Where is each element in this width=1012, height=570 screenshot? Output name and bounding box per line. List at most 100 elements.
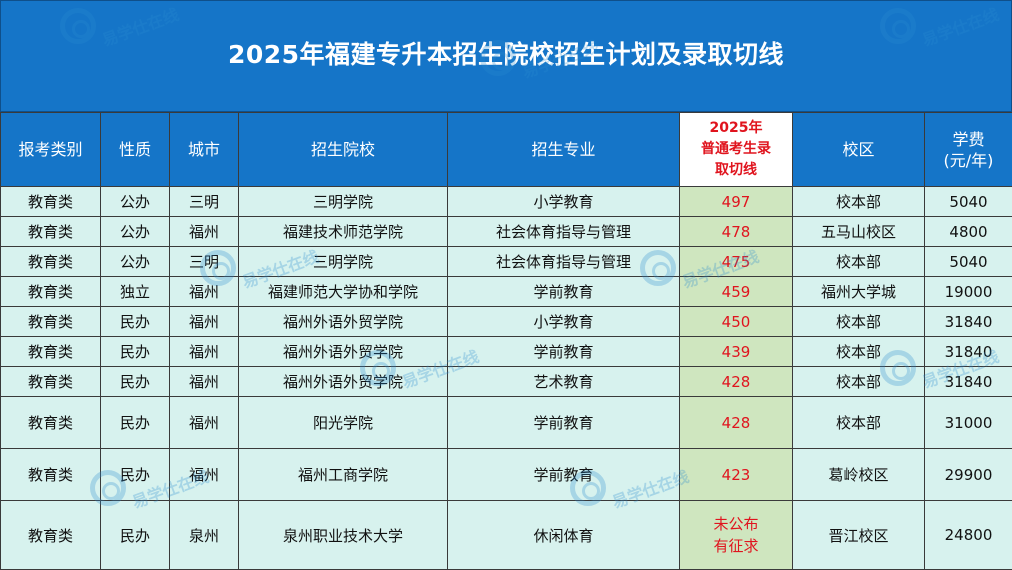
cell-city: 福州 xyxy=(169,336,239,367)
cell-cutoff: 未公布 有征求 xyxy=(679,500,793,570)
cell-major: 小学教育 xyxy=(447,186,680,217)
cell-city: 福州 xyxy=(169,216,239,247)
header-fee: 学费 (元/年) xyxy=(924,112,1012,187)
cell-major: 学前教育 xyxy=(447,336,680,367)
cell-major: 社会体育指导与管理 xyxy=(447,246,680,277)
header-cutoff-line1: 2025年 xyxy=(709,120,763,136)
cell-school: 福州外语外贸学院 xyxy=(238,306,448,337)
cell-fee: 31840 xyxy=(924,366,1012,397)
cell-city: 三明 xyxy=(169,186,239,217)
cell-category: 教育类 xyxy=(0,366,101,397)
cell-fee: 31000 xyxy=(924,396,1012,449)
header-fee-line2: (元/年) xyxy=(943,150,994,170)
cell-cutoff: 428 xyxy=(679,396,793,449)
cell-category: 教育类 xyxy=(0,306,101,337)
cell-nature: 公办 xyxy=(100,246,170,277)
cell-school: 福建师范大学协和学院 xyxy=(238,276,448,307)
cell-cutoff: 497 xyxy=(679,186,793,217)
cell-city: 福州 xyxy=(169,396,239,449)
cell-school: 三明学院 xyxy=(238,246,448,277)
cell-fee: 4800 xyxy=(924,216,1012,247)
cell-school: 三明学院 xyxy=(238,186,448,217)
cell-campus: 校本部 xyxy=(792,366,925,397)
cell-nature: 民办 xyxy=(100,336,170,367)
table-row: 教育类 民办 福州 福州工商学院 学前教育 423 葛岭校区 29900 xyxy=(0,448,1012,501)
cell-city: 福州 xyxy=(169,448,239,501)
cell-city: 福州 xyxy=(169,366,239,397)
table-row: 教育类 民办 泉州 泉州职业技术大学 休闲体育 未公布 有征求 晋江校区 248… xyxy=(0,500,1012,570)
cell-major: 社会体育指导与管理 xyxy=(447,216,680,247)
cell-major: 小学教育 xyxy=(447,306,680,337)
cell-cutoff: 450 xyxy=(679,306,793,337)
cell-nature: 民办 xyxy=(100,306,170,337)
cell-cutoff: 459 xyxy=(679,276,793,307)
cell-fee: 19000 xyxy=(924,276,1012,307)
cell-category: 教育类 xyxy=(0,276,101,307)
table-row: 教育类 民办 福州 福州外语外贸学院 学前教育 439 校本部 31840 xyxy=(0,336,1012,367)
cell-school: 福州工商学院 xyxy=(238,448,448,501)
cell-major: 学前教育 xyxy=(447,448,680,501)
cell-fee: 31840 xyxy=(924,336,1012,367)
cell-cutoff: 439 xyxy=(679,336,793,367)
header-cutoff-line2: 普通考生录 xyxy=(701,141,771,157)
cell-city: 泉州 xyxy=(169,500,239,570)
admission-table: 报考类别 性质 城市 招生院校 招生专业 2025年 普通考生录 取切线 校区 … xyxy=(0,112,1012,570)
cell-cutoff: 428 xyxy=(679,366,793,397)
header-major: 招生专业 xyxy=(447,112,680,187)
table-row: 教育类 公办 三明 三明学院 小学教育 497 校本部 5040 xyxy=(0,186,1012,217)
table-row: 教育类 公办 福州 福建技术师范学院 社会体育指导与管理 478 五马山校区 4… xyxy=(0,216,1012,247)
cell-nature: 民办 xyxy=(100,396,170,449)
cell-city: 福州 xyxy=(169,276,239,307)
cell-campus: 校本部 xyxy=(792,186,925,217)
cell-campus: 校本部 xyxy=(792,336,925,367)
cell-campus: 校本部 xyxy=(792,246,925,277)
header-cutoff: 2025年 普通考生录 取切线 xyxy=(679,112,793,187)
cell-cutoff-line1: 未公布 xyxy=(713,515,759,533)
table-header-row: 报考类别 性质 城市 招生院校 招生专业 2025年 普通考生录 取切线 校区 … xyxy=(0,112,1012,187)
header-cutoff-line3: 取切线 xyxy=(715,162,757,178)
cell-major: 学前教育 xyxy=(447,396,680,449)
table-row: 教育类 独立 福州 福建师范大学协和学院 学前教育 459 福州大学城 1900… xyxy=(0,276,1012,307)
cell-campus: 校本部 xyxy=(792,396,925,449)
cell-category: 教育类 xyxy=(0,246,101,277)
header-campus: 校区 xyxy=(792,112,925,187)
cell-school: 泉州职业技术大学 xyxy=(238,500,448,570)
cell-city: 三明 xyxy=(169,246,239,277)
cell-nature: 民办 xyxy=(100,448,170,501)
cell-school: 福建技术师范学院 xyxy=(238,216,448,247)
cell-fee: 5040 xyxy=(924,186,1012,217)
cell-nature: 独立 xyxy=(100,276,170,307)
cell-campus: 晋江校区 xyxy=(792,500,925,570)
cell-campus: 葛岭校区 xyxy=(792,448,925,501)
cell-category: 教育类 xyxy=(0,336,101,367)
cell-city: 福州 xyxy=(169,306,239,337)
cell-category: 教育类 xyxy=(0,448,101,501)
cell-fee: 24800 xyxy=(924,500,1012,570)
table-row: 教育类 民办 福州 福州外语外贸学院 艺术教育 428 校本部 31840 xyxy=(0,366,1012,397)
cell-school: 福州外语外贸学院 xyxy=(238,366,448,397)
cell-campus: 福州大学城 xyxy=(792,276,925,307)
table-row: 教育类 公办 三明 三明学院 社会体育指导与管理 475 校本部 5040 xyxy=(0,246,1012,277)
cell-school: 阳光学院 xyxy=(238,396,448,449)
cell-major: 学前教育 xyxy=(447,276,680,307)
cell-nature: 民办 xyxy=(100,500,170,570)
cell-cutoff: 423 xyxy=(679,448,793,501)
cell-cutoff-line2: 有征求 xyxy=(713,537,759,555)
cell-school: 福州外语外贸学院 xyxy=(238,336,448,367)
header-school: 招生院校 xyxy=(238,112,448,187)
table-row: 教育类 民办 福州 福州外语外贸学院 小学教育 450 校本部 31840 xyxy=(0,306,1012,337)
cell-cutoff: 475 xyxy=(679,246,793,277)
header-city: 城市 xyxy=(169,112,239,187)
cell-nature: 公办 xyxy=(100,186,170,217)
cell-major: 艺术教育 xyxy=(447,366,680,397)
cell-fee: 5040 xyxy=(924,246,1012,277)
title-bar: 2025年福建专升本招生院校招生计划及录取切线 xyxy=(0,0,1012,112)
cell-campus: 校本部 xyxy=(792,306,925,337)
cell-major: 休闲体育 xyxy=(447,500,680,570)
cell-nature: 民办 xyxy=(100,366,170,397)
cell-fee: 29900 xyxy=(924,448,1012,501)
page-title: 2025年福建专升本招生院校招生计划及录取切线 xyxy=(227,40,785,69)
cell-category: 教育类 xyxy=(0,396,101,449)
header-nature: 性质 xyxy=(100,112,170,187)
